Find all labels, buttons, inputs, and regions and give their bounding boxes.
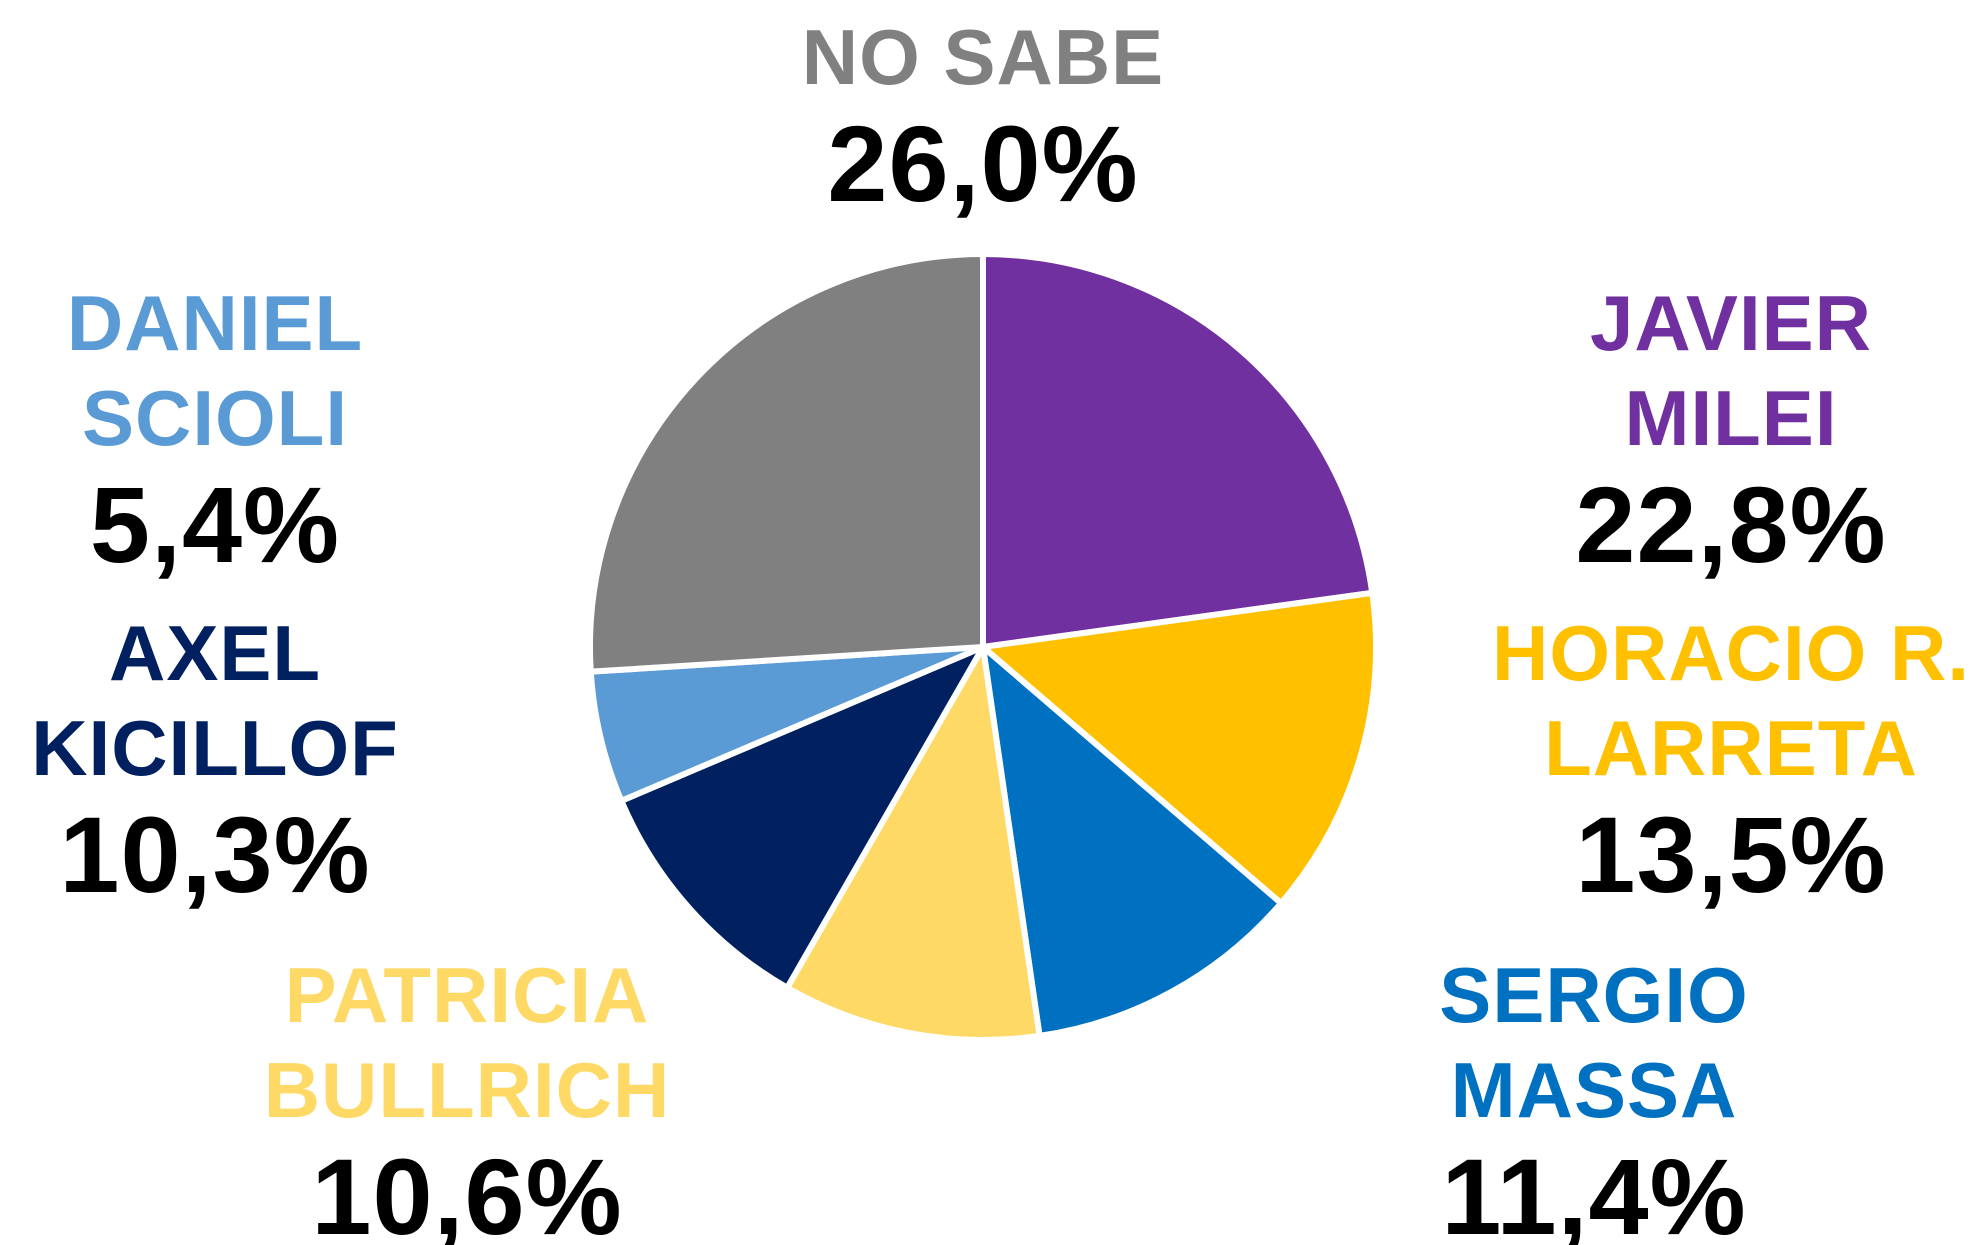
value-label: 5,4% <box>89 464 341 585</box>
pie-slice <box>618 644 986 991</box>
category-name: HORACIO R. LARRETA <box>1492 609 1970 792</box>
slice-label: HORACIO R. LARRETA 13,5% <box>1411 606 1988 914</box>
category-name: NO SABE <box>801 13 1165 101</box>
category-name: DANIEL SCIOLI <box>66 279 364 462</box>
value-label: 10,3% <box>59 794 371 915</box>
slice-label: NO SABE 26,0% <box>533 10 1433 223</box>
pie-slice <box>980 251 1376 650</box>
pie-slice <box>587 251 986 675</box>
pie-slice <box>784 644 1043 1043</box>
value-label: 11,4% <box>1441 1136 1747 1245</box>
slice-label: JAVIER MILEI 22,8% <box>1511 276 1951 584</box>
category-name: AXEL KICILLOF <box>31 609 399 792</box>
category-name: JAVIER MILEI <box>1590 279 1872 462</box>
value-label: 10,6% <box>311 1136 623 1245</box>
slice-label: PATRICIA BULLRICH 10,6% <box>207 948 727 1245</box>
value-label: 22,8% <box>1575 464 1887 585</box>
pie-slice <box>980 644 1285 1039</box>
slice-label: SERGIO MASSA 11,4% <box>1374 948 1814 1245</box>
slice-label: AXEL KICILLOF 10,3% <box>5 606 425 914</box>
value-label: 26,0% <box>827 103 1139 224</box>
slice-label: DANIEL SCIOLI 5,4% <box>5 276 425 584</box>
pie-slice <box>980 589 1379 907</box>
value-label: 13,5% <box>1575 794 1887 915</box>
category-name: PATRICIA BULLRICH <box>263 951 671 1134</box>
category-name: SERGIO MASSA <box>1439 951 1749 1134</box>
